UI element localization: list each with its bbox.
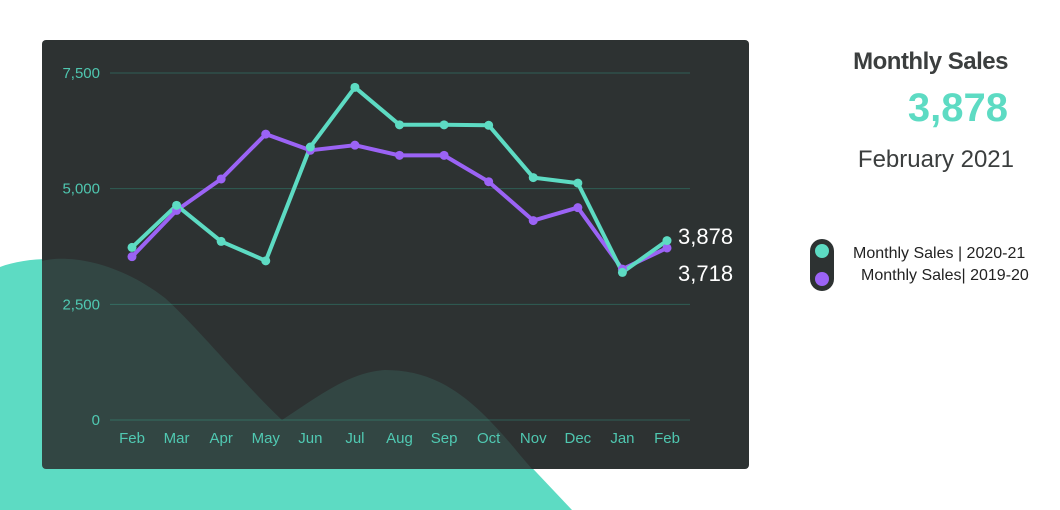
- legend-label-2019-20: Monthly Sales| 2019-20: [861, 267, 1029, 284]
- data-point-2020-21: [573, 178, 583, 188]
- data-point-2020-21: [439, 120, 449, 130]
- y-tick-label: 0: [92, 412, 100, 429]
- x-tick-label: Oct: [477, 430, 501, 447]
- kpi-period: February 2021: [857, 146, 1014, 173]
- x-tick-label: Jul: [345, 430, 364, 447]
- data-point-2020-21: [350, 82, 360, 92]
- y-tick-label: 2,500: [62, 296, 100, 313]
- data-point-2020-21: [127, 242, 137, 252]
- x-tick-label: Sep: [431, 430, 458, 447]
- data-point-2019-20: [261, 129, 271, 139]
- kpi-title: Monthly Sales: [853, 48, 1008, 75]
- end-label-2019-20: 3,718: [678, 261, 733, 286]
- x-tick-label: Jan: [610, 430, 634, 447]
- data-point-2020-21: [305, 142, 315, 152]
- legend-dot-2019-20: [815, 272, 829, 286]
- data-point-2019-20: [439, 150, 449, 160]
- x-tick-label: Apr: [209, 430, 232, 447]
- data-point-2019-20: [127, 252, 137, 262]
- x-tick-label: May: [252, 430, 281, 447]
- series-line-2020-21: [130, 85, 669, 275]
- end-label-2020-21: 3,878: [678, 224, 733, 249]
- kpi-value: 3,878: [907, 86, 1008, 130]
- y-tick-label: 7,500: [62, 65, 100, 82]
- data-point-2020-21: [172, 200, 182, 210]
- data-point-2020-21: [484, 120, 494, 130]
- data-point-2020-21: [261, 256, 271, 266]
- legend-label-2020-21: Monthly Sales | 2020-21: [853, 245, 1026, 262]
- x-tick-label: Mar: [164, 430, 190, 447]
- data-point-2019-20: [662, 243, 672, 253]
- x-tick-label: Jun: [298, 430, 322, 447]
- data-point-2019-20: [350, 140, 360, 150]
- data-point-2019-20: [216, 174, 226, 184]
- data-point-2020-21: [395, 120, 404, 130]
- legend-swatch-pill: [810, 239, 834, 291]
- x-tick-label: Dec: [564, 430, 591, 447]
- data-point-2020-21: [662, 236, 672, 246]
- x-tick-label: Feb: [119, 430, 145, 447]
- y-tick-label: 5,000: [62, 181, 100, 198]
- legend: Monthly Sales | 2020-21 Monthly Sales| 2…: [810, 239, 1060, 291]
- x-tick-label: Nov: [520, 430, 547, 447]
- x-tick-label: Feb: [654, 430, 680, 447]
- legend-dot-2020-21: [815, 244, 829, 258]
- data-point-2019-20: [395, 150, 404, 160]
- data-point-2020-21: [216, 236, 226, 246]
- x-tick-label: Aug: [386, 430, 413, 447]
- chart-panel: 0 2,500 5,000 7,500 Feb Mar Apr May Jun Jul Aug Se…: [42, 40, 749, 469]
- data-point-2019-20: [528, 216, 538, 226]
- data-point-2019-20: [484, 177, 494, 187]
- data-point-2020-21: [617, 267, 627, 277]
- line-chart: 0 2,500 5,000 7,500 Feb Mar Apr May Jun Jul Aug Se…: [62, 65, 733, 447]
- data-point-2020-21: [528, 173, 538, 183]
- data-point-2019-20: [573, 203, 583, 213]
